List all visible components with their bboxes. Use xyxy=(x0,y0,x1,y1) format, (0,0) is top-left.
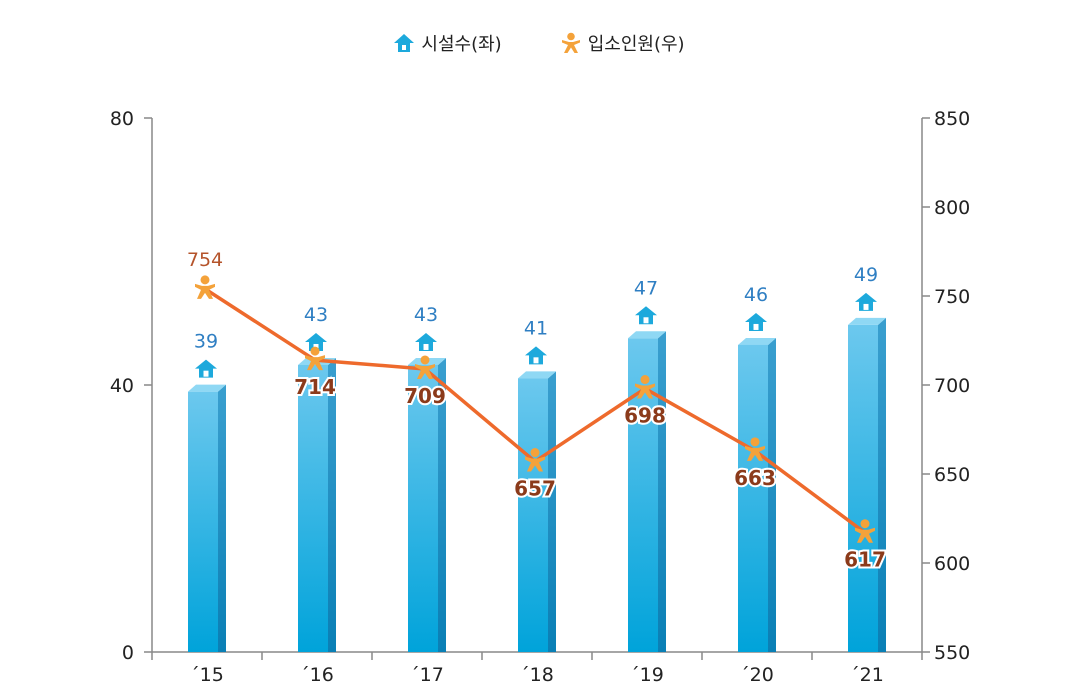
legend-label-facilities: 시설수(좌) xyxy=(421,34,502,55)
y-right-tick-label: 550 xyxy=(934,642,970,664)
line-value-label: 714 xyxy=(294,375,336,399)
line-value-label: 617 xyxy=(844,548,886,572)
x-tick-label: ´18 xyxy=(520,664,554,686)
legend-item-residents: 입소인원(우) xyxy=(560,30,685,56)
house-icon-door xyxy=(533,357,539,364)
person-marker-head xyxy=(860,519,870,529)
person-icon xyxy=(195,283,215,299)
line-value-label: 754 xyxy=(187,249,223,271)
person-icon xyxy=(561,32,580,53)
house-icon-door xyxy=(643,317,649,324)
person-icon xyxy=(305,355,325,371)
house-icon xyxy=(195,359,217,378)
legend: 시설수(좌) 입소인원(우) xyxy=(0,28,1078,58)
person-icon xyxy=(745,445,765,461)
y-right-tick-label: 650 xyxy=(934,464,970,486)
legend-item-facilities: 시설수(좌) xyxy=(393,30,502,56)
house-icon xyxy=(745,312,767,331)
bar xyxy=(518,378,548,652)
line-value-label: 663 xyxy=(734,466,776,490)
y-left-tick-label: 0 xyxy=(122,642,134,664)
bar-side xyxy=(658,331,666,652)
bar-side xyxy=(328,357,336,652)
house-icon-door xyxy=(753,323,759,330)
house-icon xyxy=(394,34,415,52)
person-marker-head xyxy=(200,275,210,285)
house-icon xyxy=(855,292,877,311)
bar xyxy=(848,324,878,652)
house-icon xyxy=(305,332,327,351)
person-marker-head xyxy=(750,437,760,447)
person-marker-head xyxy=(640,375,650,385)
person-marker-head xyxy=(310,346,320,356)
y-right-tick-label: 750 xyxy=(934,286,970,308)
bar-top xyxy=(738,337,776,345)
y-right-tick-label: 600 xyxy=(934,553,970,575)
person-icon xyxy=(525,456,545,472)
house-icon xyxy=(415,332,437,351)
bar-value-label: 49 xyxy=(854,264,878,286)
person-icon xyxy=(415,363,435,379)
line-value-label: 657 xyxy=(514,477,556,501)
house-icon-door xyxy=(203,370,209,377)
person-marker-head xyxy=(420,355,430,365)
x-tick-label: ´20 xyxy=(740,664,774,686)
bar-side xyxy=(768,337,776,652)
house-icon xyxy=(635,306,657,325)
house-icon-door xyxy=(863,303,869,310)
bar xyxy=(738,344,768,652)
person-icon xyxy=(635,383,655,399)
bar-top xyxy=(848,317,886,325)
bar-top xyxy=(188,384,226,392)
bar-value-label: 41 xyxy=(524,317,548,339)
bar-side xyxy=(878,317,886,652)
person-icon xyxy=(855,527,875,543)
y-right-tick-label: 700 xyxy=(934,375,970,397)
bar-top xyxy=(628,331,666,339)
x-tick-label: ´17 xyxy=(410,664,444,686)
bar-side xyxy=(438,357,446,652)
x-tick-label: ´21 xyxy=(850,664,884,686)
house-icon-door xyxy=(423,343,429,350)
bar-side xyxy=(218,384,226,652)
house-icon xyxy=(525,346,547,365)
bar xyxy=(188,391,218,652)
bar-side xyxy=(548,371,556,652)
bar xyxy=(408,364,438,652)
bar-value-label: 47 xyxy=(634,277,658,299)
line-value-label: 709 xyxy=(404,384,446,408)
bar-value-label: 39 xyxy=(194,331,218,353)
bar-top xyxy=(518,371,556,379)
legend-label-residents: 입소인원(우) xyxy=(587,34,685,55)
y-right-tick-label: 800 xyxy=(934,197,970,219)
person-marker-head xyxy=(530,448,540,458)
x-tick-label: ´19 xyxy=(630,664,664,686)
bar-value-label: 43 xyxy=(414,304,438,326)
line-value-label: 698 xyxy=(624,404,666,428)
bar-value-label: 46 xyxy=(744,284,768,306)
y-left-tick-label: 80 xyxy=(110,108,134,130)
bar-value-label: 43 xyxy=(304,304,328,326)
y-left-tick-label: 40 xyxy=(110,375,134,397)
x-tick-label: ´16 xyxy=(300,664,334,686)
y-right-tick-label: 850 xyxy=(934,108,970,130)
x-tick-label: ´15 xyxy=(190,664,224,686)
bar xyxy=(298,364,328,652)
